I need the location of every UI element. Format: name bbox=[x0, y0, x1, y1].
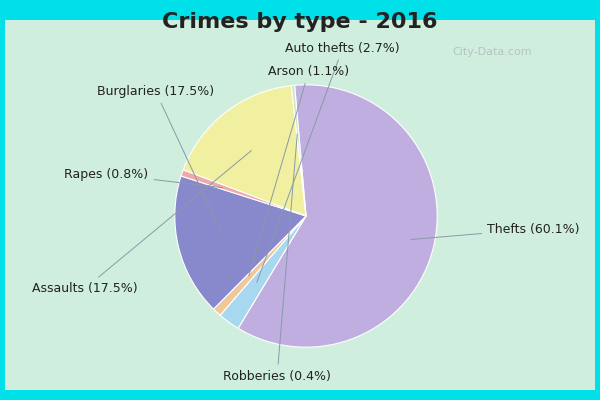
Text: Rapes (0.8%): Rapes (0.8%) bbox=[64, 168, 223, 188]
Text: Crimes by type - 2016: Crimes by type - 2016 bbox=[162, 12, 438, 32]
Text: Robberies (0.4%): Robberies (0.4%) bbox=[223, 134, 331, 382]
Text: Thefts (60.1%): Thefts (60.1%) bbox=[411, 223, 580, 240]
Text: Assaults (17.5%): Assaults (17.5%) bbox=[32, 150, 251, 295]
Text: Auto thefts (2.7%): Auto thefts (2.7%) bbox=[257, 42, 400, 282]
Wedge shape bbox=[238, 85, 437, 347]
Text: Burglaries (17.5%): Burglaries (17.5%) bbox=[97, 85, 222, 234]
Wedge shape bbox=[181, 170, 306, 216]
Wedge shape bbox=[291, 85, 306, 216]
Wedge shape bbox=[183, 86, 306, 216]
Text: City-Data.com: City-Data.com bbox=[452, 47, 532, 57]
Text: Arson (1.1%): Arson (1.1%) bbox=[249, 65, 349, 276]
Wedge shape bbox=[175, 176, 306, 309]
Wedge shape bbox=[220, 216, 306, 328]
Wedge shape bbox=[214, 216, 306, 315]
